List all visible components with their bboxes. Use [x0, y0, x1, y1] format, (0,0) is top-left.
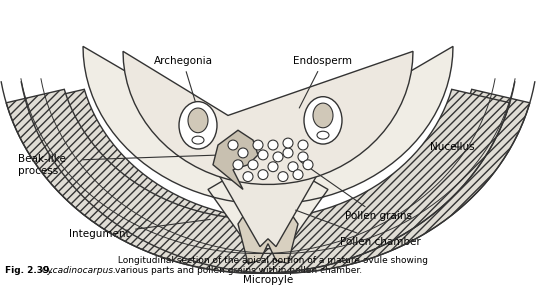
Text: Archegonia: Archegonia: [153, 56, 212, 108]
Circle shape: [278, 172, 288, 182]
Ellipse shape: [317, 131, 329, 139]
Circle shape: [298, 152, 308, 162]
Ellipse shape: [192, 136, 204, 144]
Text: Pollen chamber: Pollen chamber: [295, 210, 421, 247]
Ellipse shape: [313, 103, 333, 128]
Circle shape: [243, 172, 253, 182]
Circle shape: [248, 160, 258, 170]
Text: Micropyle: Micropyle: [243, 275, 293, 285]
Text: Fig. 2.39.: Fig. 2.39.: [5, 266, 53, 275]
Circle shape: [238, 148, 248, 158]
Circle shape: [258, 150, 268, 160]
Circle shape: [283, 138, 293, 148]
Polygon shape: [213, 130, 258, 189]
Circle shape: [233, 160, 243, 170]
Circle shape: [268, 162, 278, 172]
Ellipse shape: [188, 108, 208, 133]
Polygon shape: [213, 135, 323, 247]
Circle shape: [228, 140, 238, 150]
Text: Pollen grains: Pollen grains: [300, 161, 412, 221]
Ellipse shape: [304, 97, 342, 144]
Polygon shape: [6, 89, 510, 273]
Text: Integument: Integument: [69, 219, 210, 239]
Circle shape: [303, 160, 313, 170]
Polygon shape: [123, 51, 413, 184]
Circle shape: [268, 140, 278, 150]
Text: Nucellus: Nucellus: [430, 142, 474, 152]
Circle shape: [298, 140, 308, 150]
Text: Longitudinal section of the apical portion of a mature ovule showing
various par: Longitudinal section of the apical porti…: [115, 256, 428, 275]
Ellipse shape: [179, 102, 217, 149]
Circle shape: [283, 148, 293, 158]
Circle shape: [293, 170, 303, 180]
Polygon shape: [83, 46, 453, 249]
Polygon shape: [26, 89, 530, 273]
Circle shape: [253, 140, 263, 150]
Circle shape: [288, 162, 298, 172]
Text: Cycadinocarpus.: Cycadinocarpus.: [42, 266, 117, 275]
Text: Endosperm: Endosperm: [294, 56, 353, 108]
Circle shape: [273, 152, 283, 162]
Text: Beak-like
process: Beak-like process: [18, 154, 66, 176]
Circle shape: [258, 170, 268, 180]
Polygon shape: [238, 194, 298, 263]
